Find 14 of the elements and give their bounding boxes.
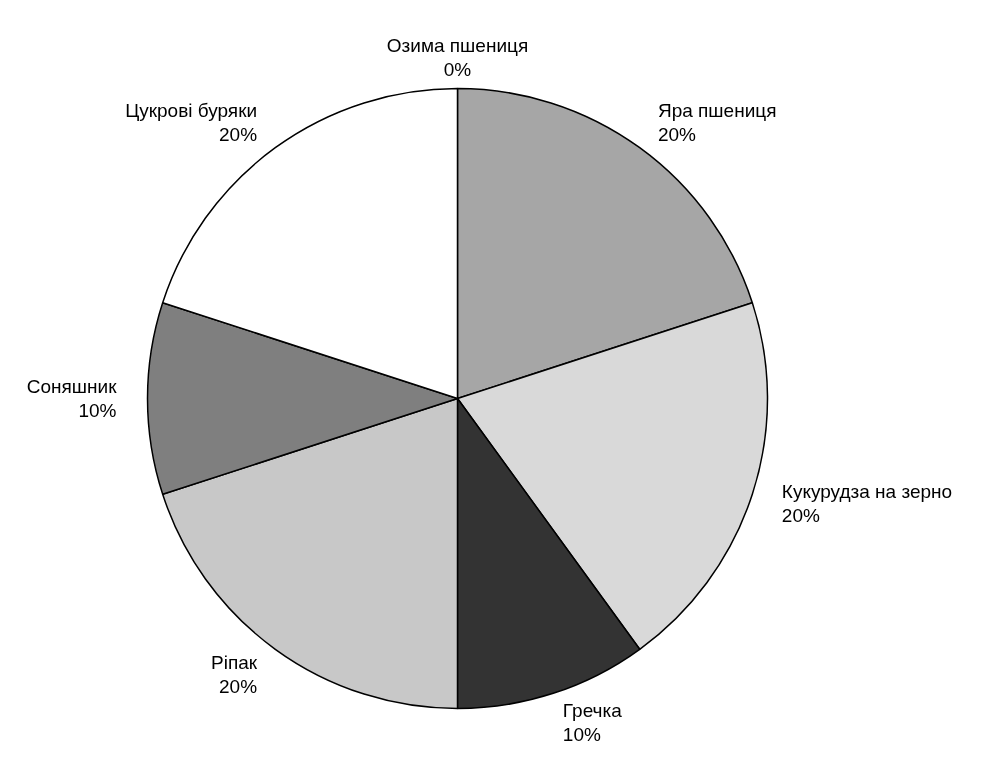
data-label: 20%: [781, 505, 820, 527]
slice-label: Ріпак: [211, 651, 258, 673]
text: 0%: [443, 59, 472, 80]
category-label: Озима пшениця: [386, 35, 529, 56]
slice-label: Гречка: [562, 700, 623, 722]
data-label: 10%: [562, 724, 602, 746]
slice-label: Цукрові буряки: [125, 100, 258, 122]
data-label: 20%: [219, 124, 258, 146]
data-label: 20%: [657, 124, 697, 146]
slice-label: Соняшник: [26, 376, 118, 397]
slice-label: Кукурудза на зерно: [781, 481, 953, 503]
data-label: 10%: [78, 400, 117, 421]
data-label: 20%: [219, 675, 258, 697]
slice-label: Яра пшениця: [657, 100, 777, 122]
